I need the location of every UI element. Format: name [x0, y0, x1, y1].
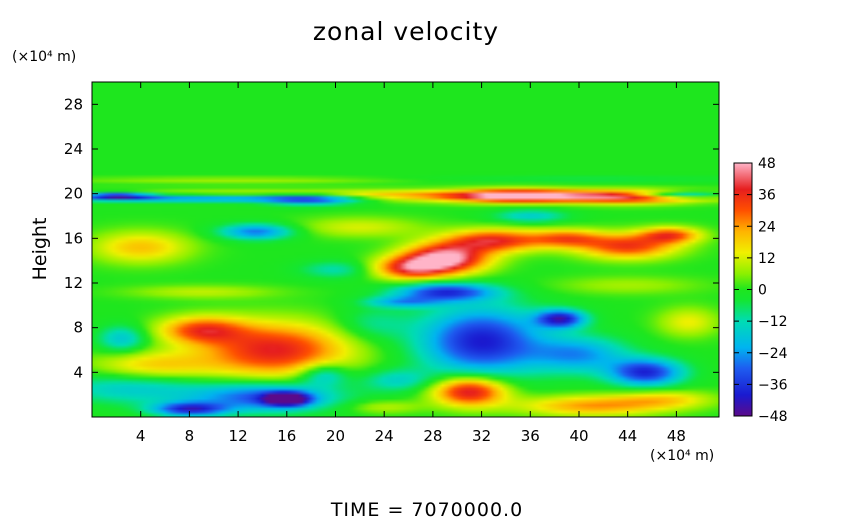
x-tick-label: 48 [667, 427, 686, 445]
y-tick-label: 28 [64, 95, 83, 113]
y-axis: 4 8 12 16 20 24 28 [64, 95, 719, 381]
x-tick-label: 8 [185, 427, 195, 445]
time-footer: TIME = 7070000.0 [330, 499, 523, 519]
colorbar-tick-label: 24 [758, 219, 776, 235]
y-units-label: (×10⁴ m) [12, 49, 76, 65]
y-tick-label: 8 [73, 319, 83, 337]
x-tick-label: 40 [569, 427, 588, 445]
x-tick-label: 28 [423, 427, 442, 445]
colorbar-tick-label: 48 [758, 156, 776, 172]
heatmap-field [92, 82, 719, 417]
colorbar-tick-label: 0 [758, 283, 767, 299]
plot-frame [91, 81, 720, 418]
colorbar-ticks: 48 36 24 12 0 −12 −24 −36 −48 [734, 156, 788, 425]
x-tick-label: 36 [521, 427, 540, 445]
y-tick-label: 24 [64, 140, 83, 158]
colorbar: 48 36 24 12 0 −12 −24 −36 −48 [733, 156, 788, 425]
x-tick-label: 12 [229, 427, 248, 445]
y-axis-title: Height [29, 218, 51, 281]
colorbar-tick-label: 36 [758, 188, 776, 204]
colorbar-tick-label: 12 [758, 251, 776, 267]
y-tick-label: 12 [64, 274, 83, 292]
y-tick-label: 16 [64, 229, 83, 247]
x-tick-label: 24 [375, 427, 394, 445]
y-tick-label: 20 [64, 185, 83, 203]
chart-title: zonal velocity [313, 17, 499, 46]
x-axis: 4 8 12 16 20 24 28 32 36 40 44 48 [136, 82, 686, 445]
x-tick-label: 20 [326, 427, 345, 445]
colorbar-tick-label: −36 [758, 377, 788, 393]
colorbar-tick-label: −48 [758, 409, 788, 425]
y-tick-label: 4 [73, 363, 83, 381]
colorbar-tick-label: −24 [758, 346, 788, 362]
x-tick-label: 44 [618, 427, 637, 445]
colorbar-tick-label: −12 [758, 314, 788, 330]
x-units-label: (×10⁴ m) [650, 448, 714, 464]
heatmap-image [92, 82, 719, 417]
x-tick-label: 4 [136, 427, 146, 445]
x-tick-label: 32 [472, 427, 491, 445]
x-tick-label: 16 [277, 427, 296, 445]
